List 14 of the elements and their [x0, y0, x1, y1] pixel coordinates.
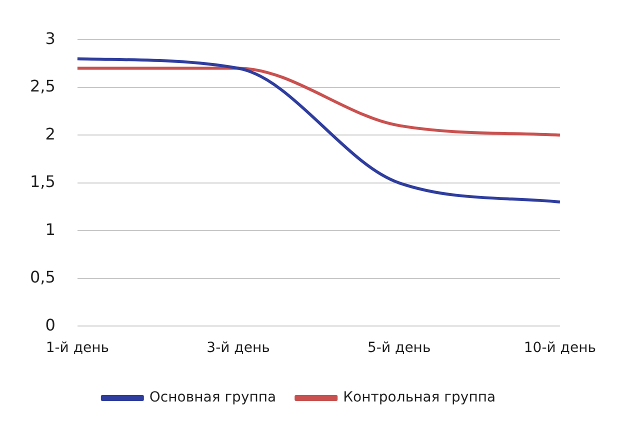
x-tick-label: 10-й день	[524, 340, 596, 356]
y-tick-label: 0	[45, 315, 56, 334]
y-tick-label: 2,5	[30, 76, 56, 96]
x-tick-label: 1-й день	[46, 340, 110, 356]
y-tick-label: 2	[45, 124, 56, 144]
legend-label: Контрольная группа	[343, 390, 496, 406]
y-tick-label: 1,5	[30, 172, 56, 192]
y-tick-label: 3	[45, 28, 56, 48]
y-tick-label: 1	[45, 220, 56, 239]
y-tick-label: 0,5	[30, 268, 56, 287]
legend-label: Основная группа	[149, 390, 276, 406]
line-series	[76, 57, 562, 204]
x-tick-label: 5-й день	[368, 340, 431, 356]
x-tick-label: 3-й день	[206, 340, 270, 356]
